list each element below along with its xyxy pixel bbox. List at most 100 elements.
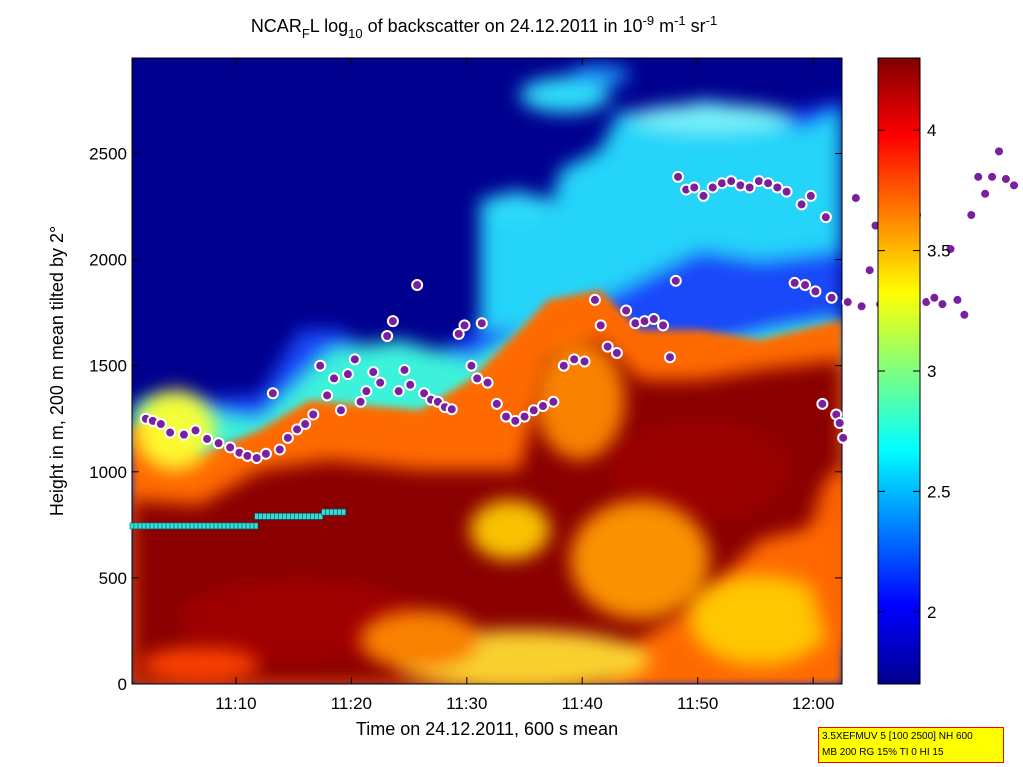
- x-axis: 11:10 11:20 11:30 11:40 11:50 12:00: [215, 58, 834, 713]
- cloud-base-marker: [863, 264, 876, 277]
- cloud-base-marker: [266, 387, 279, 400]
- layer-markers: [129, 508, 346, 530]
- layer-marker: [302, 513, 307, 520]
- cloud-base-marker: [578, 355, 591, 368]
- x-axis-label: Time on 24.12.2011, 600 s mean: [356, 719, 618, 739]
- cloud-base-marker: [465, 359, 478, 372]
- layer-marker: [197, 522, 203, 530]
- cloud-base-marker: [672, 170, 685, 183]
- layer-marker: [321, 508, 326, 516]
- layer-marker: [201, 522, 207, 530]
- colorbar-tick-label: 3.5: [927, 242, 951, 261]
- chart-title: NCARFL log10 of backscatter on 24.12.201…: [251, 13, 717, 41]
- cloud-base-marker: [273, 443, 286, 456]
- layer-marker: [294, 513, 299, 520]
- layer-marker: [133, 522, 139, 530]
- cloud-base-marker: [610, 346, 623, 359]
- cloud-base-marker: [154, 418, 167, 431]
- x-tick-label: 12:00: [792, 694, 835, 713]
- layer-marker: [306, 513, 311, 520]
- cloud-base-marker: [620, 304, 633, 317]
- cloud-base-marker: [547, 395, 560, 408]
- cloud-base-marker: [958, 308, 971, 321]
- info-line-2: MB 200 RG 15% TI 0 HI 15: [822, 747, 944, 758]
- cloud-base-marker: [936, 298, 949, 311]
- heatmap-area: [132, 58, 842, 684]
- x-tick-label: 11:50: [677, 694, 718, 713]
- y-axis-label: Height in m, 200 m mean tilted by 2°: [47, 226, 67, 516]
- cloud-base-marker: [944, 242, 957, 255]
- layer-marker: [145, 522, 151, 530]
- layer-marker: [241, 522, 247, 530]
- layer-marker: [141, 522, 147, 530]
- layer-marker: [161, 522, 167, 530]
- cloud-base-marker: [334, 404, 347, 417]
- y-tick-label: 2000: [89, 251, 127, 270]
- cloud-base-marker: [795, 198, 808, 211]
- x-tick-label: 11:20: [331, 694, 372, 713]
- layer-marker: [258, 513, 263, 520]
- layer-marker: [233, 522, 239, 530]
- cloud-base-marker: [341, 368, 354, 381]
- colorbar-tick-label: 2.5: [927, 482, 951, 501]
- cloud-base-marker: [299, 418, 312, 431]
- cloud-base-marker: [697, 189, 710, 202]
- cloud-base-marker: [743, 181, 756, 194]
- layer-marker: [245, 522, 251, 530]
- cloud-base-marker: [481, 376, 494, 389]
- cloud-base-markers: [139, 145, 1021, 465]
- layer-marker: [253, 522, 259, 530]
- cloud-base-marker: [979, 187, 992, 200]
- cloud-base-marker: [386, 315, 399, 328]
- cloud-base-marker: [321, 389, 334, 402]
- layer-marker: [278, 513, 283, 520]
- cloud-base-marker: [201, 432, 214, 445]
- cloud-base-marker: [314, 359, 327, 372]
- cloud-base-marker: [965, 209, 978, 222]
- cloud-base-marker: [972, 170, 985, 183]
- cloud-base-marker: [951, 293, 964, 306]
- cloud-base-marker: [490, 397, 503, 410]
- layer-marker: [181, 522, 187, 530]
- plot-frame: [131, 57, 843, 685]
- cloud-base-marker: [1008, 179, 1021, 192]
- cloud-base-marker: [398, 363, 411, 376]
- cloud-base-marker: [819, 211, 832, 224]
- y-axis: 0 500 1000 1500 2000 2500: [89, 144, 842, 694]
- layer-marker: [193, 522, 199, 530]
- cloud-base-marker: [568, 353, 581, 366]
- cloud-base-marker: [999, 172, 1012, 185]
- layer-marker: [286, 513, 291, 520]
- x-tick-label: 11:30: [446, 694, 487, 713]
- cloud-base-marker: [189, 424, 202, 437]
- layer-marker: [213, 522, 219, 530]
- y-tick-label: 1000: [89, 463, 127, 482]
- cloud-base-marker: [825, 291, 838, 304]
- cloud-base-marker: [833, 416, 846, 429]
- layer-marker: [341, 508, 346, 516]
- cloud-base-marker: [928, 291, 941, 304]
- cloud-base-marker: [381, 329, 394, 342]
- layer-marker: [298, 513, 303, 520]
- layer-marker: [129, 522, 135, 530]
- layer-marker: [262, 513, 267, 520]
- cloud-base-marker: [259, 447, 272, 460]
- y-tick-label: 0: [118, 675, 127, 694]
- cloud-base-marker: [601, 340, 614, 353]
- x-tick-label: 11:40: [562, 694, 603, 713]
- cloud-base-marker: [588, 293, 601, 306]
- layer-marker: [266, 513, 271, 520]
- cloud-base-marker: [993, 145, 1006, 158]
- cloud-base-marker: [594, 319, 607, 332]
- cloud-base-marker: [657, 319, 670, 332]
- lower-layer-warm: [135, 340, 842, 684]
- y-tick-label: 2500: [89, 144, 127, 163]
- colorbar-tick-label: 2: [927, 603, 936, 622]
- cloud-base-marker: [780, 185, 793, 198]
- y-tick-label: 500: [99, 569, 127, 588]
- layer-marker: [274, 513, 279, 520]
- cloud-base-marker: [518, 410, 531, 423]
- layer-marker: [169, 522, 175, 530]
- cloud-base-marker: [348, 353, 361, 366]
